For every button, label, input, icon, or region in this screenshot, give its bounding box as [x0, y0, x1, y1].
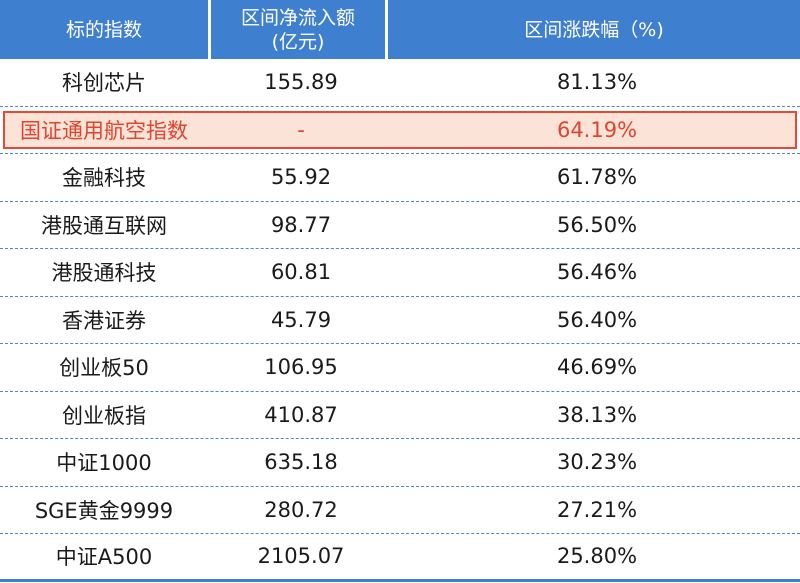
cell-net-inflow: 60.81	[270, 260, 332, 285]
cell-index-name: 港股通互联网	[41, 213, 167, 238]
cell-change-pct: 56.46%	[556, 260, 638, 285]
table-row: 港股通互联网 98.77 56.50%	[0, 202, 800, 249]
cell-change-pct: 56.40%	[556, 307, 638, 332]
cell-change-pct: 81.13%	[556, 70, 638, 95]
cell-index-name: 创业板50	[59, 356, 149, 381]
table-row-highlighted: 国证通用航空指数 - 64.19%	[0, 107, 800, 154]
header-index-name-label: 标的指数	[65, 18, 142, 41]
header-net-inflow: 区间净流入额 (亿元)	[208, 0, 388, 59]
cell-index-name: 金融科技	[62, 166, 146, 191]
cell-index-name: SGE黄金9999	[34, 498, 174, 523]
cell-net-inflow: 280.72	[264, 497, 338, 522]
cell-change-pct: 46.69%	[556, 355, 638, 380]
cell-net-inflow: 155.89	[264, 70, 338, 95]
cell-change-pct: 30.23%	[556, 450, 638, 475]
table-row: 创业板指 410.87 38.13%	[0, 392, 800, 439]
header-index-name: 标的指数	[0, 0, 208, 59]
table-row: 创业板50 106.95 46.69%	[0, 344, 800, 392]
table-row: 金融科技 55.92 61.78%	[0, 154, 800, 202]
cell-index-name: 创业板指	[62, 403, 146, 428]
cell-index-name: 港股通科技	[51, 261, 157, 286]
cell-index-name: 国证通用航空指数	[20, 118, 188, 143]
cell-change-pct: 64.19%	[556, 117, 638, 142]
cell-index-name: 中证1000	[56, 451, 152, 476]
cell-index-name: 香港证券	[62, 308, 146, 333]
header-change-pct: 区间涨跌幅（%)	[388, 0, 800, 59]
cell-change-pct: 56.50%	[556, 212, 638, 237]
table-row: 中证1000 635.18 30.23%	[0, 439, 800, 487]
cell-net-inflow: 55.92	[270, 165, 332, 190]
header-net-inflow-label: 区间净流入额	[240, 6, 355, 29]
table-row: 港股通科技 60.81 56.46%	[0, 249, 800, 297]
cell-net-inflow: 45.79	[270, 307, 332, 332]
cell-net-inflow: 635.18	[264, 450, 338, 475]
table-body: 科创芯片 155.89 81.13% 国证通用航空指数 - 64.19% 金融科…	[0, 59, 800, 582]
cell-net-inflow: 106.95	[264, 355, 338, 380]
header-net-inflow-unit: (亿元)	[271, 30, 325, 53]
cell-net-inflow: -	[297, 117, 305, 142]
table-row: 科创芯片 155.89 81.13%	[0, 59, 800, 107]
table-row: 中证A500 2105.07 25.80%	[0, 534, 800, 582]
header-change-pct-label: 区间涨跌幅（%)	[524, 18, 664, 41]
table-header: 标的指数 区间净流入额 (亿元) 区间涨跌幅（%)	[0, 0, 800, 59]
table-row: SGE黄金9999 280.72 27.21%	[0, 487, 800, 534]
cell-change-pct: 61.78%	[556, 165, 638, 190]
cell-net-inflow: 98.77	[270, 212, 332, 237]
cell-change-pct: 27.21%	[556, 497, 638, 522]
cell-index-name: 科创芯片	[62, 71, 146, 96]
cell-index-name: 中证A500	[55, 545, 153, 570]
cell-net-inflow: 2105.07	[257, 544, 345, 569]
highlight-box	[3, 110, 797, 149]
cell-change-pct: 25.80%	[556, 544, 638, 569]
cell-net-inflow: 410.87	[264, 402, 338, 427]
table-row: 香港证券 45.79 56.40%	[0, 297, 800, 344]
cell-change-pct: 38.13%	[556, 402, 638, 427]
